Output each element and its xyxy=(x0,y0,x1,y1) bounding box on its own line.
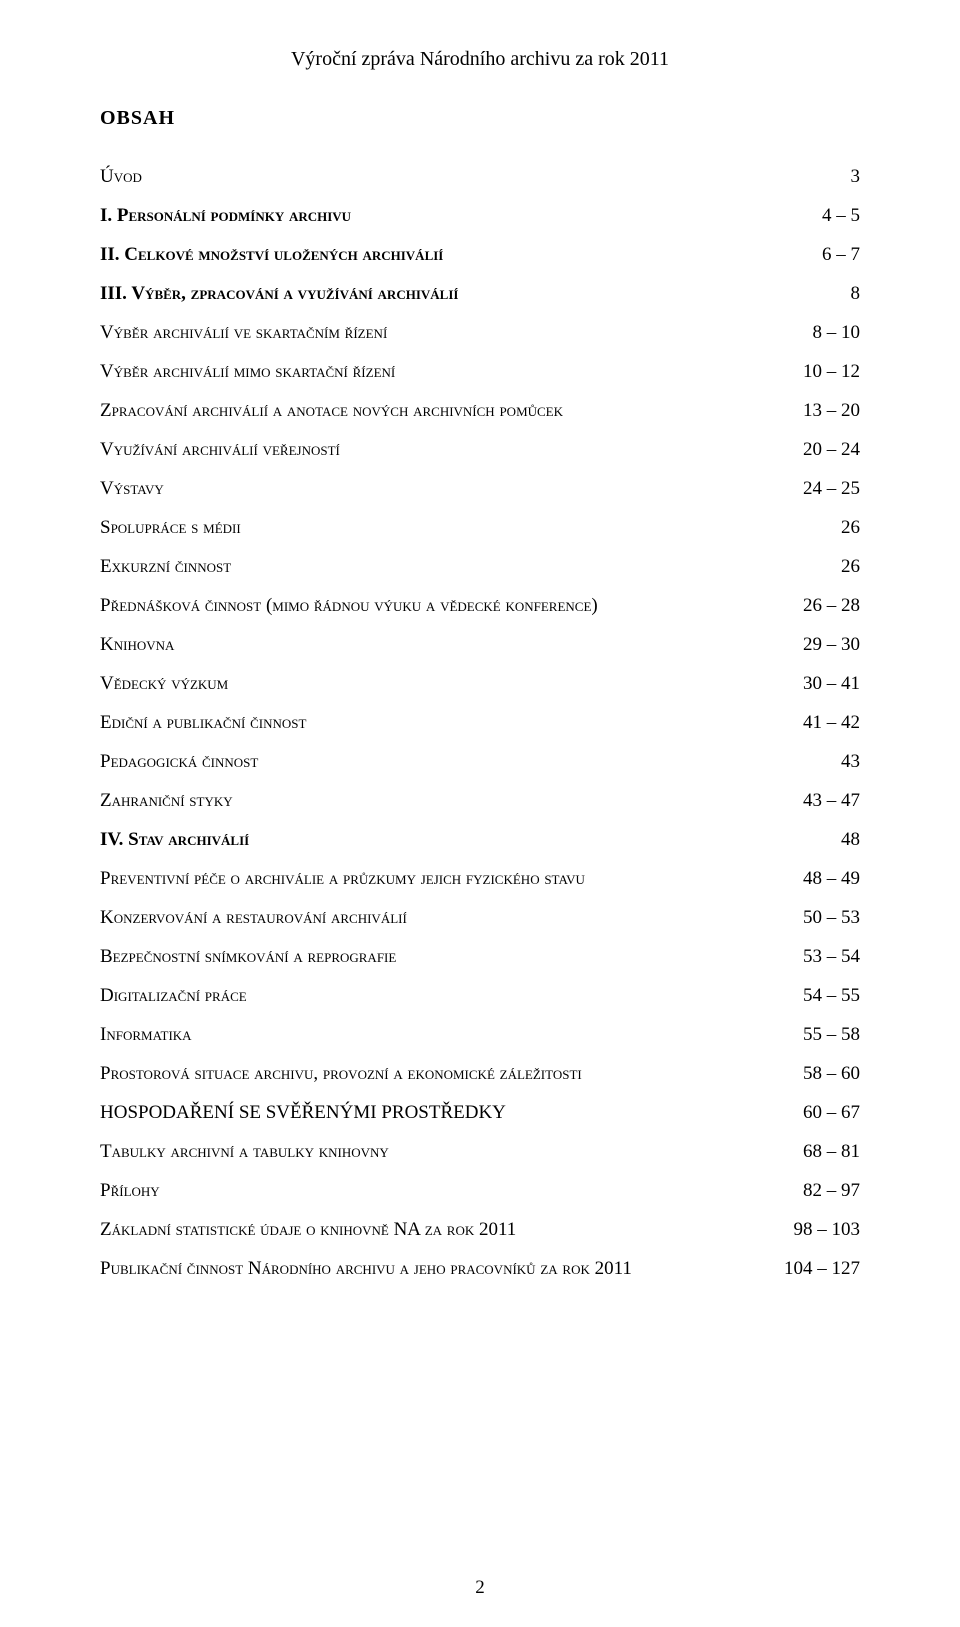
toc-entry-label: Exkurzní činnost xyxy=(100,556,231,578)
header-title: Výroční zpráva Národního archivu za rok … xyxy=(100,48,860,71)
toc-entry-page: 98 – 103 xyxy=(794,1219,861,1241)
toc-entry-page: 60 – 67 xyxy=(803,1102,860,1124)
toc-row: Tabulky archivní a tabulky knihovny 68 – … xyxy=(100,1141,860,1163)
toc-row: Digitalizační práce 54 – 55 xyxy=(100,985,860,1007)
document-page: Výroční zpráva Národního archivu za rok … xyxy=(0,0,960,1627)
toc-entry-page: 54 – 55 xyxy=(803,985,860,1007)
toc-row: II. Celkové množství uložených archiváli… xyxy=(100,244,860,266)
toc-row: Spolupráce s médii 26 xyxy=(100,517,860,539)
toc-entry-page: 8 xyxy=(851,283,861,305)
toc-row: Výstavy 24 – 25 xyxy=(100,478,860,500)
toc-entry-page: 53 – 54 xyxy=(803,946,860,968)
toc-entry-label: Tabulky archivní a tabulky knihovny xyxy=(100,1141,389,1163)
toc-entry-label: IV. Stav archiválií xyxy=(100,829,249,851)
toc-entry-page: 104 – 127 xyxy=(784,1258,860,1280)
toc-entry-page: 8 – 10 xyxy=(813,322,861,344)
toc-row: Přednášková činnost (mimo řádnou výuku a… xyxy=(100,595,860,617)
toc-entry-label: Bezpečnostní snímkování a reprografie xyxy=(100,946,396,968)
toc-entry-label: Přednášková činnost (mimo řádnou výuku a… xyxy=(100,595,598,617)
obsah-heading: OBSAH xyxy=(100,107,860,130)
toc-entry-label: Výběr archiválií ve skartačním řízení xyxy=(100,322,387,344)
toc-row: Prostorová situace archivu, provozní a e… xyxy=(100,1063,860,1085)
toc-entry-page: 4 – 5 xyxy=(822,205,860,227)
toc-entry-page: 26 xyxy=(841,517,860,539)
toc-entry-label: Publikační činnost Národního archivu a j… xyxy=(100,1258,632,1280)
toc-row: Preventivní péče o archiválie a průzkumy… xyxy=(100,868,860,890)
toc-entry-label: Využívání archiválií veřejností xyxy=(100,439,340,461)
page-number: 2 xyxy=(0,1577,960,1599)
toc-entry-label: Výstavy xyxy=(100,478,164,500)
toc-entry-label: Pedagogická činnost xyxy=(100,751,258,773)
toc-entry-label: I. Personální podmínky archivu xyxy=(100,205,351,227)
toc-entry-label: Spolupráce s médii xyxy=(100,517,241,539)
toc-entry-page: 20 – 24 xyxy=(803,439,860,461)
toc-row: Ediční a publikační činnost 41 – 42 xyxy=(100,712,860,734)
toc-entry-label: Digitalizační práce xyxy=(100,985,247,1007)
toc-entry-label: Přílohy xyxy=(100,1180,160,1202)
toc-entry-label: Knihovna xyxy=(100,634,174,656)
toc-entry-label: Vědecký výzkum xyxy=(100,673,228,695)
toc-entry-label: Výběr archiválií mimo skartační řízení xyxy=(100,361,395,383)
toc-entry-page: 10 – 12 xyxy=(803,361,860,383)
toc-entry-page: 29 – 30 xyxy=(803,634,860,656)
toc-entry-label: III. Výběr, zpracování a využívání archi… xyxy=(100,283,458,305)
toc-row: Základní statistické údaje o knihovně NA… xyxy=(100,1219,860,1241)
toc-entry-label: Základní statistické údaje o knihovně NA… xyxy=(100,1219,516,1241)
toc-entry-page: 26 xyxy=(841,556,860,578)
toc-row: Knihovna 29 – 30 xyxy=(100,634,860,656)
toc-entry-label: Preventivní péče o archiválie a průzkumy… xyxy=(100,868,585,890)
toc-entry-page: 55 – 58 xyxy=(803,1024,860,1046)
toc-row: Využívání archiválií veřejností 20 – 24 xyxy=(100,439,860,461)
toc-entry-page: 26 – 28 xyxy=(803,595,860,617)
toc-row: Vědecký výzkum 30 – 41 xyxy=(100,673,860,695)
toc-row: I. Personální podmínky archivu 4 – 5 xyxy=(100,205,860,227)
toc-entry-page: 43 xyxy=(841,751,860,773)
toc-entry-page: 30 – 41 xyxy=(803,673,860,695)
toc-entry-page: 48 xyxy=(841,829,860,851)
toc-entry-label: hospodaření se svěřenými prostředky xyxy=(100,1102,506,1124)
toc-row: Publikační činnost Národního archivu a j… xyxy=(100,1258,860,1280)
toc-row: Výběr archiválií mimo skartační řízení 10… xyxy=(100,361,860,383)
toc-row: Konzervování a restaurování archiválií 50… xyxy=(100,907,860,929)
toc-row: hospodaření se svěřenými prostředky 60 – … xyxy=(100,1102,860,1124)
toc-entry-label: Konzervování a restaurování archiválií xyxy=(100,907,407,929)
toc-entry-label: II. Celkové množství uložených archiváli… xyxy=(100,244,443,266)
toc-entry-page: 24 – 25 xyxy=(803,478,860,500)
toc-row: Bezpečnostní snímkování a reprografie 53 … xyxy=(100,946,860,968)
toc-entry-page: 43 – 47 xyxy=(803,790,860,812)
table-of-contents: Úvod 3 I. Personální podmínky archivu 4 – 5… xyxy=(100,166,860,1280)
toc-row: Pedagogická činnost 43 xyxy=(100,751,860,773)
toc-entry-label: Zpracování archiválií a anotace nových a… xyxy=(100,400,563,422)
toc-entry-label: Úvod xyxy=(100,166,142,188)
toc-entry-label: Ediční a publikační činnost xyxy=(100,712,306,734)
toc-row: Informatika 55 – 58 xyxy=(100,1024,860,1046)
toc-row: Úvod 3 xyxy=(100,166,860,188)
toc-entry-page: 58 – 60 xyxy=(803,1063,860,1085)
toc-entry-label: Zahraniční styky xyxy=(100,790,233,812)
toc-entry-page: 41 – 42 xyxy=(803,712,860,734)
toc-entry-page: 50 – 53 xyxy=(803,907,860,929)
toc-row: IV. Stav archiválií 48 xyxy=(100,829,860,851)
toc-entry-page: 48 – 49 xyxy=(803,868,860,890)
toc-entry-label: Informatika xyxy=(100,1024,192,1046)
toc-entry-page: 68 – 81 xyxy=(803,1141,860,1163)
toc-row: Přílohy 82 – 97 xyxy=(100,1180,860,1202)
toc-row: III. Výběr, zpracování a využívání archi… xyxy=(100,283,860,305)
toc-entry-page: 6 – 7 xyxy=(822,244,860,266)
toc-entry-page: 82 – 97 xyxy=(803,1180,860,1202)
toc-entry-label: Prostorová situace archivu, provozní a e… xyxy=(100,1063,582,1085)
toc-row: Zpracování archiválií a anotace nových a… xyxy=(100,400,860,422)
toc-row: Výběr archiválií ve skartačním řízení 8 –… xyxy=(100,322,860,344)
toc-entry-page: 3 xyxy=(851,166,861,188)
toc-row: Exkurzní činnost 26 xyxy=(100,556,860,578)
toc-entry-page: 13 – 20 xyxy=(803,400,860,422)
toc-row: Zahraniční styky 43 – 47 xyxy=(100,790,860,812)
